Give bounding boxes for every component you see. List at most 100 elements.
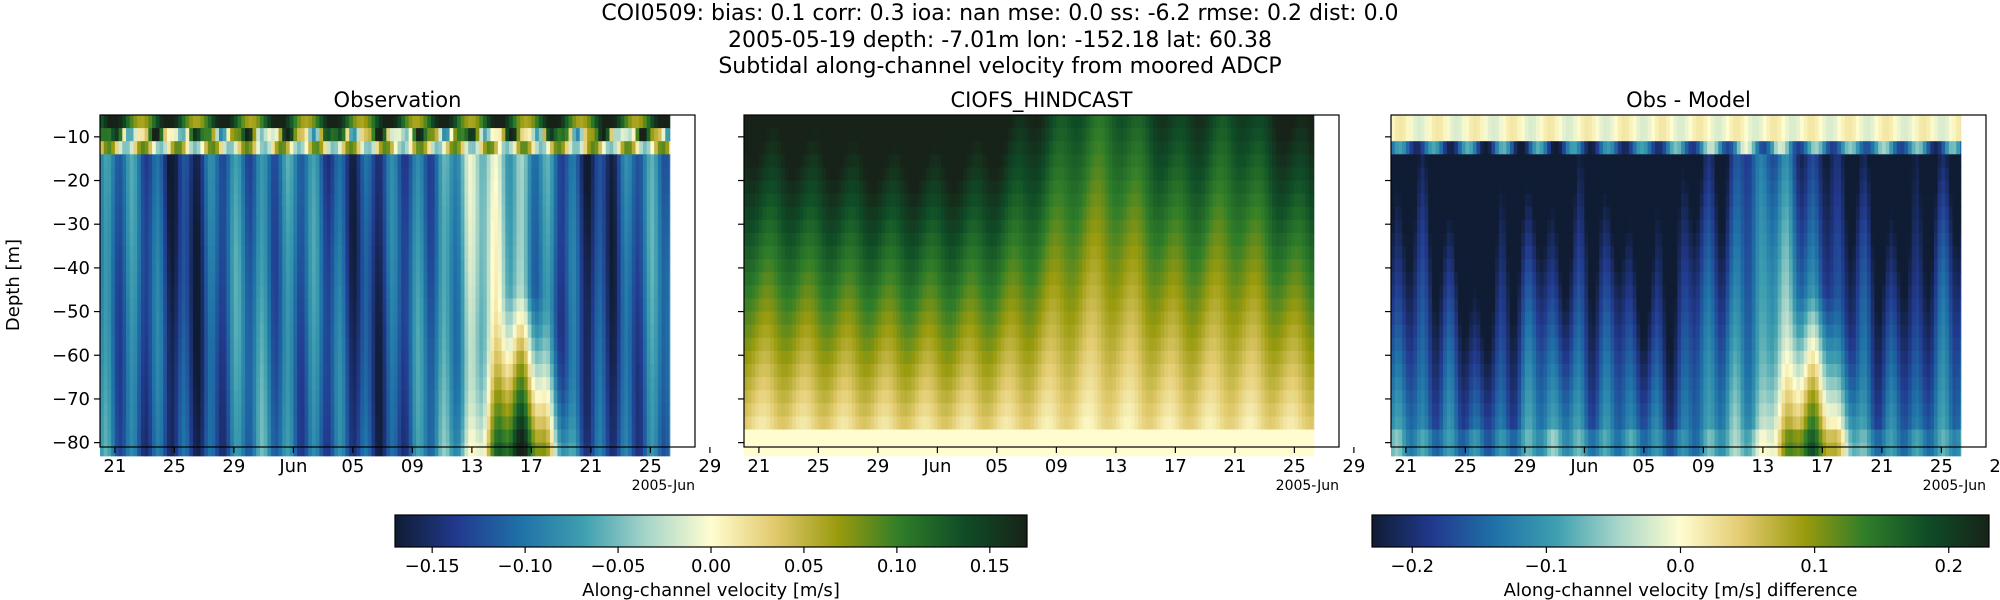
heatmap-cell — [755, 193, 760, 208]
heatmap-cell — [174, 193, 179, 208]
heatmap-cell — [427, 141, 432, 155]
heatmap-cell — [282, 206, 287, 221]
heatmap-cell — [520, 272, 525, 286]
heatmap-cell — [590, 246, 596, 260]
heatmap-cell — [642, 128, 648, 142]
heatmap-cell — [881, 141, 886, 155]
heatmap-cell — [650, 259, 655, 273]
heatmap-cell — [479, 115, 484, 129]
heatmap-cell — [535, 298, 540, 313]
heatmap-cell — [1242, 154, 1247, 169]
heatmap-cell — [457, 206, 462, 221]
heatmap-cell — [207, 285, 213, 300]
heatmap-cell — [111, 324, 116, 339]
heatmap-cell — [111, 298, 116, 313]
heatmap-cell — [341, 377, 347, 391]
heatmap-cell — [620, 429, 625, 444]
heatmap-cell — [375, 324, 380, 339]
heatmap-cell — [271, 416, 276, 431]
heatmap-cell — [278, 206, 283, 221]
heatmap-cell — [1193, 154, 1199, 169]
heatmap-cell — [282, 298, 287, 313]
heatmap-cell — [1246, 115, 1251, 129]
heatmap-cell — [453, 167, 458, 182]
heatmap-cell — [1175, 141, 1180, 155]
heatmap-cell — [252, 219, 257, 234]
heatmap-cell — [557, 442, 562, 457]
heatmap-cell — [561, 246, 566, 260]
heatmap-cell — [535, 206, 540, 221]
heatmap-cell — [438, 193, 443, 208]
heatmap-cell — [1153, 128, 1158, 142]
heatmap-cell — [263, 285, 268, 300]
heatmap-cell — [654, 377, 659, 391]
heatmap-cell — [166, 442, 172, 457]
heatmap-cell — [635, 154, 640, 169]
heatmap-cell — [408, 403, 413, 418]
heatmap-cell — [226, 219, 231, 234]
heatmap-cell — [1097, 128, 1102, 142]
heatmap-cell — [133, 167, 138, 182]
heatmap-cell — [293, 141, 298, 155]
heatmap-cell — [304, 272, 309, 286]
heatmap-cell — [170, 390, 175, 404]
heatmap-cell — [620, 219, 625, 234]
heatmap-cell — [222, 259, 228, 273]
heatmap-cell — [583, 206, 588, 221]
heatmap-cell — [308, 429, 313, 444]
heatmap-cell — [323, 154, 328, 169]
heatmap-cell — [1160, 141, 1165, 155]
heatmap-cell — [434, 272, 440, 286]
heatmap-cell — [1283, 154, 1288, 169]
heatmap-cell — [416, 285, 421, 300]
heatmap-cell — [445, 429, 451, 444]
heatmap-cell — [1249, 115, 1255, 129]
heatmap-cell — [181, 377, 187, 391]
heatmap-cell — [572, 128, 577, 142]
heatmap-cell — [590, 416, 596, 431]
heatmap-cell — [118, 416, 123, 431]
heatmap-cell — [114, 193, 120, 208]
heatmap-cell — [1264, 180, 1269, 195]
heatmap-cell — [148, 206, 153, 221]
heatmap-cell — [375, 377, 380, 391]
heatmap-cell — [1108, 167, 1113, 182]
heatmap-cell — [967, 128, 972, 142]
heatmap-cell — [267, 272, 272, 286]
heatmap-cell — [256, 141, 261, 155]
heatmap-cell — [285, 193, 291, 208]
heatmap-cell — [155, 390, 161, 404]
heatmap-cell — [118, 246, 123, 260]
heatmap-cell — [360, 259, 365, 273]
heatmap-cell — [364, 167, 369, 182]
heatmap-cell — [375, 115, 380, 129]
heatmap-cell — [668, 403, 671, 418]
heatmap-cell — [646, 259, 651, 273]
heatmap-cell — [583, 246, 588, 260]
heatmap-cell — [282, 128, 287, 142]
heatmap-cell — [620, 193, 625, 208]
heatmap-cell — [993, 167, 998, 182]
heatmap-cell — [457, 167, 462, 182]
heatmap-cell — [256, 232, 261, 247]
heatmap-cell — [226, 154, 231, 169]
heatmap-cell — [416, 128, 421, 142]
heatmap-cell — [349, 337, 354, 352]
heatmap-cell — [159, 206, 164, 221]
heatmap-cell — [412, 364, 417, 378]
heatmap-cell — [386, 442, 391, 457]
heatmap-cell — [527, 350, 532, 365]
heatmap-cell — [133, 298, 138, 313]
heatmap-cell — [996, 128, 1002, 142]
heatmap-cell — [364, 311, 369, 326]
heatmap-cell — [602, 311, 607, 326]
heatmap-cell — [497, 324, 503, 339]
heatmap-cell — [885, 128, 890, 142]
heatmap-cell — [352, 259, 358, 273]
heatmap-cell — [330, 193, 335, 208]
heatmap-cell — [360, 337, 365, 352]
heatmap-cell — [378, 128, 384, 142]
heatmap-cell — [390, 311, 395, 326]
heatmap-cell — [490, 128, 495, 142]
heatmap-cell — [107, 193, 112, 208]
